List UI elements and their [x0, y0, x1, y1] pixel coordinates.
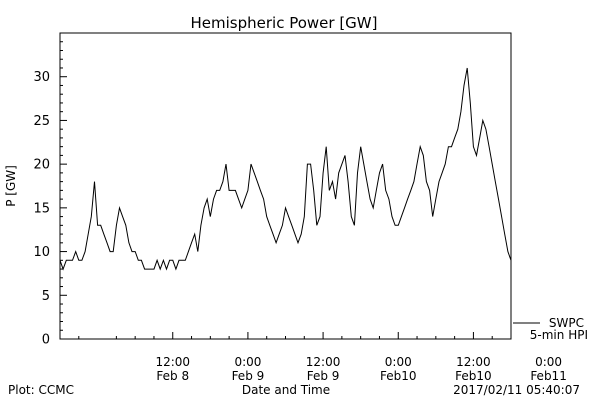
x-tick-date-label: Feb 9 — [232, 369, 265, 383]
x-tick-time-label: 0:00 — [535, 355, 562, 369]
x-tick-time-label: 12:00 — [456, 355, 491, 369]
x-tick-date-label: Feb11 — [530, 369, 567, 383]
plot-frame — [59, 32, 512, 340]
x-tick-time-label: 12:00 — [155, 355, 190, 369]
y-tick-label: 15 — [33, 201, 50, 216]
chart-title: Hemispheric Power [GW] — [191, 14, 378, 32]
y-axis-label: P [GW] — [4, 165, 18, 207]
legend-line1: SWPC — [549, 316, 584, 330]
x-tick-date-label: Feb 8 — [156, 369, 189, 383]
footer-left: Plot: CCMC — [8, 383, 74, 397]
y-tick-label: 20 — [33, 158, 50, 173]
legend: SWPC 5-min HPI — [513, 316, 588, 342]
footer-right: 2017/02/11 05:40:07 — [453, 383, 580, 397]
x-tick-date-label: Feb10 — [380, 369, 417, 383]
y-tick-label: 0 — [42, 333, 50, 348]
x-tick-date-label: Feb10 — [455, 369, 492, 383]
x-tick-time-label: 12:00 — [306, 355, 341, 369]
series-line — [59, 67, 512, 271]
y-axis: 0 5 10 15 20 25 30 — [33, 41, 67, 348]
legend-line2: 5-min HPI — [530, 328, 588, 342]
x-tick-time-label: 0:00 — [385, 355, 412, 369]
x-axis-label: Date and Time — [242, 383, 330, 397]
x-tick-date-label: Feb 9 — [307, 369, 340, 383]
series-layer — [59, 67, 512, 271]
y-tick-label: 25 — [33, 114, 50, 129]
y-tick-label: 5 — [42, 289, 50, 304]
x-tick-time-label: 0:00 — [234, 355, 261, 369]
y-tick-label: 30 — [33, 70, 50, 85]
y-tick-label: 10 — [33, 245, 50, 260]
